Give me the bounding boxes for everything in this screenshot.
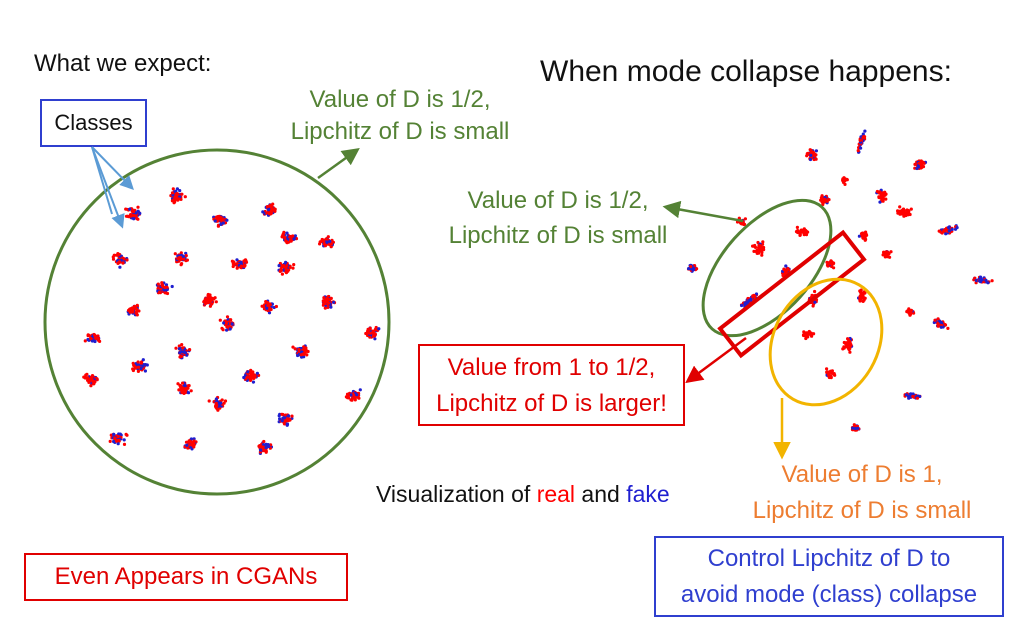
left-cluster bbox=[277, 260, 296, 276]
left-cluster bbox=[176, 381, 193, 395]
left-cluster bbox=[202, 292, 218, 308]
classes-arrow-3 bbox=[91, 146, 113, 215]
red-rect-arrow bbox=[685, 336, 747, 384]
right-cluster bbox=[913, 159, 928, 171]
yellow-ellipse-label-line-2: Lipchitz of D is small bbox=[752, 497, 972, 524]
right-cluster bbox=[739, 292, 759, 309]
right-cluster bbox=[686, 263, 699, 273]
visualization-caption: Visualization of real and fake bbox=[376, 481, 670, 509]
left-cluster bbox=[131, 358, 149, 373]
right-cluster bbox=[932, 317, 950, 330]
right-cluster bbox=[801, 329, 816, 341]
left-cluster bbox=[321, 294, 337, 310]
right-cluster bbox=[937, 224, 959, 236]
green-ellipse-label-line-2: Lipchitz of D is small bbox=[448, 222, 668, 249]
yellow-ellipse bbox=[768, 277, 884, 407]
left-cluster bbox=[277, 412, 294, 427]
right-note-line-2: avoid mode (class) collapse bbox=[680, 581, 978, 608]
right-note-line-1: Control Lipchitz of D to bbox=[707, 545, 951, 572]
left-cluster bbox=[124, 205, 142, 221]
right-heading: When mode collapse happens: bbox=[540, 55, 952, 88]
right-cluster bbox=[794, 225, 810, 237]
red-rectangle bbox=[717, 229, 867, 359]
yellow-ellipse-label: Value of D is 1, Lipchitz of D is small bbox=[742, 457, 982, 529]
right-cluster bbox=[805, 148, 819, 162]
classes-label: Classes bbox=[54, 110, 133, 135]
caption-real-word: real bbox=[536, 481, 576, 507]
right-cluster bbox=[825, 367, 837, 380]
left-circle-label-line-1: Value of D is 1/2, bbox=[309, 86, 491, 113]
green-ellipse-label-line-1: Value of D is 1/2, bbox=[467, 187, 649, 214]
classes-arrow-2 bbox=[91, 146, 134, 191]
green-ellipse-label: Value of D is 1/2, Lipchitz of D is smal… bbox=[438, 183, 678, 253]
right-cluster bbox=[905, 307, 916, 317]
left-cluster bbox=[108, 432, 129, 446]
yellow-ellipse-label-line-1: Value of D is 1, bbox=[781, 461, 943, 488]
left-cluster bbox=[280, 230, 299, 245]
right-cluster bbox=[881, 250, 893, 259]
left-cluster bbox=[260, 299, 278, 315]
left-circle-label: Value of D is 1/2, Lipchitz of D is smal… bbox=[282, 84, 518, 148]
left-cluster bbox=[318, 235, 335, 249]
left-cluster bbox=[291, 344, 310, 359]
right-cluster bbox=[875, 188, 888, 204]
right-cluster bbox=[825, 259, 836, 270]
caption-prefix: Visualization of bbox=[376, 481, 537, 507]
right-cluster bbox=[903, 392, 922, 400]
green-ellipse-arrow bbox=[662, 200, 744, 223]
left-cluster bbox=[174, 343, 192, 360]
caption-fake-word: fake bbox=[626, 481, 670, 507]
left-cluster bbox=[364, 325, 381, 341]
left-cluster bbox=[261, 202, 277, 217]
left-distribution-circle bbox=[43, 148, 391, 496]
left-cluster bbox=[212, 214, 229, 228]
right-cluster bbox=[857, 288, 867, 303]
right-cluster bbox=[857, 230, 869, 242]
left-cluster bbox=[230, 258, 249, 270]
left-heading: What we expect: bbox=[34, 50, 212, 77]
left-cluster bbox=[82, 372, 99, 388]
right-cluster bbox=[819, 194, 831, 207]
green-ellipse bbox=[701, 198, 833, 338]
left-cluster bbox=[126, 303, 141, 317]
right-cluster bbox=[972, 275, 994, 285]
left-cluster bbox=[344, 388, 362, 402]
left-cluster bbox=[169, 187, 187, 205]
right-note-box: Control Lipchitz of D to avoid mode (cla… bbox=[654, 536, 1004, 617]
right-cluster bbox=[841, 176, 849, 186]
left-cluster bbox=[183, 437, 198, 451]
left-note-box: Even Appears in CGANs bbox=[24, 553, 348, 601]
left-cluster bbox=[173, 251, 189, 267]
red-rect-label-line-1: Value from 1 to 1/2, bbox=[447, 354, 656, 381]
right-cluster bbox=[896, 205, 913, 218]
left-circle-arrow bbox=[317, 147, 360, 180]
right-cluster bbox=[751, 240, 766, 257]
classes-arrow-1 bbox=[91, 146, 125, 229]
right-cluster bbox=[850, 423, 861, 432]
left-cluster bbox=[257, 439, 273, 455]
left-cluster bbox=[111, 252, 129, 269]
left-cluster bbox=[207, 395, 228, 412]
left-note: Even Appears in CGANs bbox=[54, 563, 318, 590]
caption-middle: and bbox=[575, 481, 627, 507]
left-cluster bbox=[155, 281, 174, 296]
left-circle-label-line-2: Lipchitz of D is small bbox=[290, 118, 510, 145]
left-point-clusters bbox=[82, 187, 381, 455]
right-point-clusters bbox=[686, 129, 994, 432]
classes-label-box: Classes bbox=[40, 99, 147, 147]
right-cluster bbox=[856, 129, 867, 154]
red-rect-label-line-2: Lipchitz of D is larger! bbox=[436, 390, 667, 417]
left-cluster bbox=[242, 368, 261, 384]
red-rect-label-box: Value from 1 to 1/2, Lipchitz of D is la… bbox=[418, 344, 685, 426]
left-cluster bbox=[83, 332, 102, 344]
right-cluster bbox=[841, 336, 854, 354]
left-cluster bbox=[218, 315, 235, 332]
